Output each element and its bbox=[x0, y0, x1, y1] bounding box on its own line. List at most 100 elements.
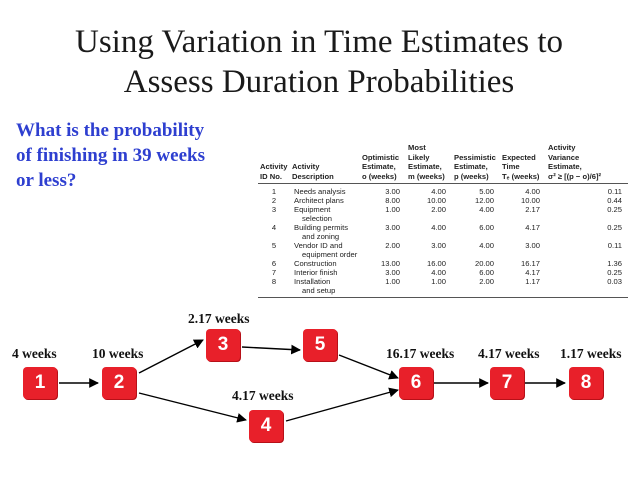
activity-description-text: Vendor ID and bbox=[294, 241, 343, 250]
variance-cell: 0.11 bbox=[607, 241, 622, 250]
arrow-5-to-6 bbox=[338, 354, 399, 380]
pessimistic-cell: 4.00 bbox=[479, 241, 494, 250]
activity-description-cell: Architect plans bbox=[290, 196, 360, 205]
duration-label-1: 4 weeks bbox=[12, 346, 57, 361]
activity-description-text: Installation bbox=[294, 277, 331, 286]
node-1: 1 bbox=[23, 367, 57, 399]
duration-label-2: 10 weeks bbox=[92, 346, 144, 361]
node-2: 2 bbox=[102, 367, 136, 399]
question-line-2: of finishing in 39 weeks bbox=[16, 145, 205, 166]
duration-label-3: 2.17 weeks bbox=[188, 311, 250, 326]
question-line-3: or less? bbox=[16, 170, 77, 191]
optimistic-cell: 3.00 bbox=[385, 223, 400, 232]
most-likely-cell: 1.00 bbox=[406, 277, 452, 298]
activity-id-cell: 7 bbox=[271, 268, 277, 277]
variance-cell: 0.25 bbox=[607, 223, 622, 232]
activity-id-cell: 8 bbox=[258, 277, 290, 298]
duration-label-7: 4.17 weeks bbox=[478, 346, 540, 361]
node-8: 8 bbox=[569, 367, 603, 399]
activity-id-cell: 6 bbox=[271, 259, 277, 268]
node-4: 4 bbox=[249, 410, 283, 442]
activity-description-cell: Needs analysis bbox=[290, 184, 360, 196]
table-row: 2 Architect plans 8.00 10.00 12.00 10.00 0.44 bbox=[258, 196, 628, 205]
activity-description-continuation: and setup bbox=[302, 286, 336, 295]
most-likely-cell: 10.00 bbox=[426, 196, 446, 205]
table-row: 7 Interior finish 3.00 4.00 6.00 4.17 0.25 bbox=[258, 268, 628, 277]
activity-description-text: Architect plans bbox=[294, 196, 344, 205]
variance-cell: 0.03 bbox=[546, 277, 628, 298]
header-line: Activity bbox=[292, 162, 320, 171]
pessimistic-cell: 2.00 bbox=[452, 277, 500, 298]
slide-title-line-2: Assess Duration Probabilities bbox=[123, 64, 515, 100]
header-line: Estimate, bbox=[548, 162, 582, 171]
time-estimates-table: Activity ID No. Activity Description Optim… bbox=[258, 143, 628, 298]
header-line: m (weeks) bbox=[408, 171, 445, 181]
optimistic-cell: 8.00 bbox=[385, 196, 400, 205]
header-line: Pessimistic bbox=[454, 152, 496, 162]
optimistic-cell: 1.00 bbox=[385, 205, 400, 214]
arrow-2-to-4 bbox=[138, 392, 247, 423]
header-line: Estimate, bbox=[408, 162, 442, 171]
header-activity-description: Activity Description bbox=[290, 143, 360, 184]
header-line: p (weeks) bbox=[454, 171, 489, 181]
slide-title-line-1: Using Variation in Time Estimates to bbox=[75, 24, 563, 60]
optimistic-cell: 3.00 bbox=[385, 187, 400, 196]
duration-label-8: 1.17 weeks bbox=[560, 346, 622, 361]
header-line: Expected bbox=[502, 152, 536, 162]
activity-description-text: Construction bbox=[294, 259, 337, 268]
table-row: 1 Needs analysis 3.00 4.00 5.00 4.00 0.11 bbox=[258, 184, 628, 196]
activity-description-cell: Building permits and zoning bbox=[290, 223, 360, 241]
most-likely-cell: 4.00 bbox=[431, 223, 446, 232]
activity-description-continuation: selection bbox=[302, 214, 332, 223]
arrow-4-to-6 bbox=[285, 387, 399, 422]
header-line: σ² ≥ [(p − o)/6]² bbox=[548, 171, 602, 181]
expected-time-cell: 10.00 bbox=[520, 196, 540, 205]
variance-cell: 0.25 bbox=[607, 268, 622, 277]
activity-id-cell: 2 bbox=[271, 196, 277, 205]
pessimistic-cell: 6.00 bbox=[479, 223, 494, 232]
most-likely-cell: 3.00 bbox=[431, 241, 446, 250]
header-activity-id: Activity ID No. bbox=[258, 143, 290, 184]
node-5: 5 bbox=[303, 329, 337, 361]
most-likely-cell: 16.00 bbox=[426, 259, 446, 268]
header-line: Most bbox=[408, 143, 426, 152]
header-line: Tₑ (weeks) bbox=[502, 171, 540, 181]
header-line: Activity bbox=[548, 143, 576, 152]
header-line: o (weeks) bbox=[362, 171, 397, 181]
expected-time-cell: 3.00 bbox=[525, 241, 540, 250]
pessimistic-cell: 4.00 bbox=[479, 205, 494, 214]
activity-id-cell: 4 bbox=[271, 223, 277, 232]
table-row: 8 Installation and setup 1.00 1.00 2.00 1.17 0.… bbox=[258, 277, 628, 298]
header-line: Variance bbox=[548, 152, 580, 162]
expected-time-cell: 4.17 bbox=[525, 268, 540, 277]
arrow-3-to-5 bbox=[241, 344, 301, 355]
table-row: 3 Equipment selection 1.00 2.00 4.00 2.17 0.25 bbox=[258, 205, 628, 223]
table-header-row: Activity ID No. Activity Description Optim… bbox=[258, 143, 628, 184]
most-likely-cell: 2.00 bbox=[431, 205, 446, 214]
pessimistic-cell: 12.00 bbox=[474, 196, 494, 205]
header-optimistic: Optimistic Estimate, o (weeks) bbox=[360, 143, 406, 184]
activity-description-text: Needs analysis bbox=[294, 187, 346, 196]
activity-description-continuation: equipment order bbox=[302, 250, 358, 259]
node-6: 6 bbox=[399, 367, 433, 399]
header-line: Time bbox=[502, 162, 520, 171]
table-row: 6 Construction 13.00 16.00 20.00 16.17 1.36 bbox=[258, 259, 628, 268]
header-line: Optimistic bbox=[362, 152, 400, 162]
activity-description-text: Interior finish bbox=[294, 268, 338, 277]
variance-cell: 0.11 bbox=[607, 187, 622, 196]
header-variance: Activity Variance Estimate, σ² ≥ [(p − o)/6… bbox=[546, 143, 628, 184]
activity-description-continuation: and zoning bbox=[302, 232, 340, 241]
activity-description-cell: Installation and setup bbox=[290, 277, 360, 298]
optimistic-cell: 13.00 bbox=[380, 259, 400, 268]
activity-description-text: Building permits bbox=[294, 223, 349, 232]
activity-description-cell: Interior finish bbox=[290, 268, 360, 277]
header-most-likely: Most Likely Estimate, m (weeks) bbox=[406, 143, 452, 184]
optimistic-cell: 3.00 bbox=[385, 268, 400, 277]
activity-description-cell: Construction bbox=[290, 259, 360, 268]
header-line: Estimate, bbox=[362, 162, 396, 171]
question-line-1: What is the probability bbox=[16, 120, 205, 141]
variance-cell: 0.44 bbox=[607, 196, 622, 205]
pessimistic-cell: 6.00 bbox=[479, 268, 494, 277]
expected-time-cell: 1.17 bbox=[500, 277, 546, 298]
expected-time-cell: 4.00 bbox=[525, 187, 540, 196]
